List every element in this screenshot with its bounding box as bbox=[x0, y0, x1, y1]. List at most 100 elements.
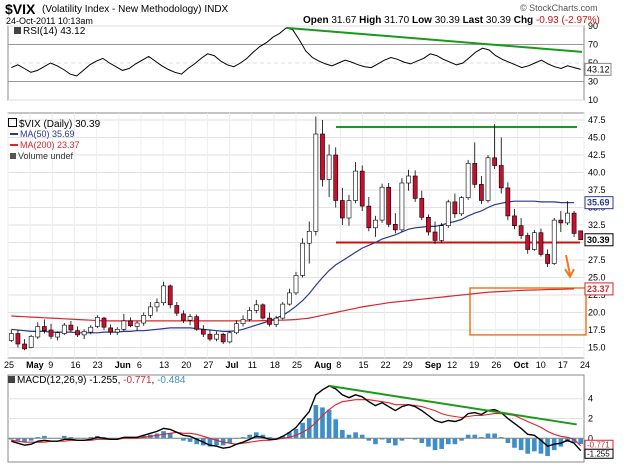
macd-histogram-bar bbox=[181, 438, 186, 441]
x-tick-label: Oct bbox=[514, 360, 529, 370]
candle-body bbox=[134, 322, 140, 327]
x-tick-label: 18 bbox=[270, 360, 280, 370]
candle-body bbox=[214, 333, 219, 340]
candle-body bbox=[95, 317, 100, 327]
candle-body bbox=[187, 316, 193, 321]
candle-body bbox=[28, 335, 34, 348]
candle bbox=[22, 339, 27, 351]
candle-body bbox=[558, 219, 564, 224]
x-tick-label: 13 bbox=[159, 360, 169, 370]
x-tick-label: May bbox=[26, 360, 44, 370]
candle-body bbox=[492, 157, 497, 166]
candle bbox=[326, 144, 332, 197]
candle-body bbox=[8, 333, 14, 341]
macd-histogram-bar bbox=[379, 438, 385, 440]
candle-body bbox=[55, 332, 61, 338]
rsi-tick-label: 70 bbox=[588, 40, 598, 50]
quote-summary: Open 31.67 High 31.70 Low 30.39 Last 30.… bbox=[303, 15, 600, 26]
rsi-line bbox=[11, 27, 581, 77]
candle bbox=[333, 147, 339, 208]
x-tick-label: 6 bbox=[137, 360, 142, 370]
candle bbox=[214, 331, 219, 342]
candle bbox=[472, 142, 478, 188]
candle bbox=[426, 214, 431, 236]
macd-histogram-bar bbox=[545, 438, 550, 457]
candle-body bbox=[114, 328, 120, 333]
macd-histogram-bar bbox=[485, 433, 491, 439]
candle bbox=[287, 288, 292, 306]
macd-histogram-bar bbox=[492, 433, 497, 439]
macd-value-label: -1.255 bbox=[587, 449, 610, 458]
macd-histogram-bar bbox=[512, 438, 517, 448]
candle bbox=[392, 213, 398, 234]
macd-histogram-bar bbox=[525, 438, 531, 454]
candle bbox=[313, 116, 319, 236]
macd-histogram-bar bbox=[333, 419, 339, 439]
candle-body bbox=[353, 170, 358, 201]
candle-body bbox=[108, 327, 113, 333]
macd-histogram-bar bbox=[452, 438, 458, 445]
macd-histogram-bar bbox=[22, 438, 27, 442]
rsi-tick-label: 10 bbox=[588, 95, 598, 105]
candle bbox=[194, 314, 200, 331]
candle-body bbox=[220, 333, 226, 343]
macd-histogram-bar bbox=[472, 434, 478, 439]
candle-body bbox=[128, 320, 133, 327]
x-tick-label: Aug bbox=[314, 360, 332, 370]
last-close-label: 30.39 bbox=[587, 235, 610, 245]
candle bbox=[498, 137, 504, 194]
candle-body bbox=[161, 285, 166, 303]
candle-body bbox=[498, 165, 504, 189]
candle-body bbox=[147, 306, 153, 316]
candle-body bbox=[432, 231, 438, 241]
x-tick-label: Jul bbox=[226, 360, 239, 370]
candle bbox=[42, 319, 47, 334]
x-tick-label: 17 bbox=[558, 360, 568, 370]
macd-tick-label: 4 bbox=[588, 394, 593, 404]
macd-histogram-bar bbox=[412, 438, 418, 440]
candle-body bbox=[15, 333, 21, 345]
candle bbox=[48, 323, 54, 340]
candle bbox=[359, 165, 365, 211]
macd-histogram-bar bbox=[340, 429, 345, 439]
candle-body bbox=[320, 133, 325, 180]
candle-body bbox=[472, 163, 478, 185]
candle-body bbox=[412, 175, 418, 199]
candle-body bbox=[61, 324, 67, 334]
candle bbox=[227, 330, 233, 344]
candle-body bbox=[419, 198, 425, 218]
down-arrow bbox=[565, 254, 571, 275]
x-tick-label: 29 bbox=[403, 360, 413, 370]
candle-body bbox=[42, 326, 47, 331]
price-tick-label: 15.0 bbox=[588, 343, 606, 353]
candle bbox=[28, 334, 34, 349]
candle bbox=[81, 329, 87, 340]
macd-histogram-bar bbox=[187, 438, 193, 442]
price-tick-label: 25.0 bbox=[588, 273, 606, 283]
x-tick-label: 19 bbox=[469, 360, 479, 370]
price-tick-label: 27.5 bbox=[588, 255, 606, 265]
macd-histogram-bar bbox=[571, 438, 577, 444]
rsi-value-box bbox=[584, 62, 612, 76]
low-value: 30.39 bbox=[434, 15, 460, 26]
candle bbox=[280, 302, 286, 320]
candle-body bbox=[101, 317, 107, 328]
macd-histogram-bar bbox=[386, 438, 392, 444]
macd-histogram-bar bbox=[353, 432, 358, 439]
candle-body bbox=[346, 200, 352, 219]
candle bbox=[306, 221, 312, 264]
macd-histogram-bar bbox=[505, 438, 511, 444]
candle-body bbox=[200, 328, 206, 335]
candle-body bbox=[545, 254, 550, 264]
candle-body bbox=[485, 157, 491, 201]
candle-body bbox=[260, 304, 266, 319]
candle bbox=[399, 178, 405, 232]
macd-histogram-bar bbox=[240, 437, 246, 439]
macd-histogram-bar bbox=[439, 438, 444, 449]
candle bbox=[207, 330, 213, 342]
macd-histogram-bar bbox=[154, 433, 160, 439]
macd-histogram-bar bbox=[260, 434, 266, 439]
macd-histogram-bar bbox=[392, 438, 398, 446]
candle-body bbox=[167, 285, 173, 306]
candle-body bbox=[518, 225, 524, 236]
